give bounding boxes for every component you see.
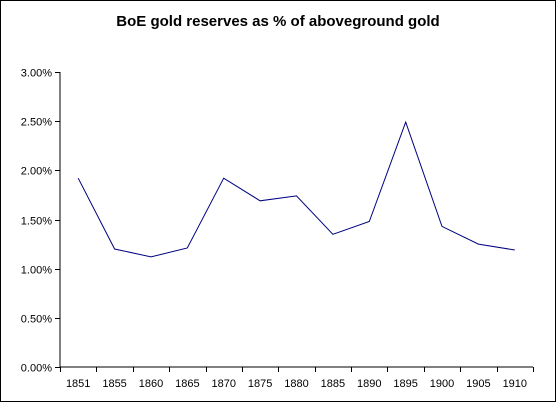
series-group <box>78 122 515 257</box>
ticks: 0.00% 0.50% 1.00% 1.50% 2.00% 2.50% 3.00% 1851 1… <box>21 68 534 391</box>
axes <box>60 72 533 367</box>
x-tick-label: 1855 <box>102 378 126 390</box>
y-tick-label: 1.50% <box>21 216 52 228</box>
y-tick-label: 0.00% <box>21 363 52 375</box>
y-tick-label: 3.00% <box>21 68 52 80</box>
x-tick-label: 1885 <box>321 378 345 390</box>
x-tick-label: 1900 <box>430 378 454 390</box>
y-tick-label: 1.00% <box>21 265 52 277</box>
x-tick-label: 1865 <box>175 378 199 390</box>
x-tick-label: 1910 <box>503 378 527 390</box>
y-tick-label: 0.50% <box>21 314 52 326</box>
x-tick-label: 1905 <box>466 378 490 390</box>
x-tick-label: 1870 <box>211 378 235 390</box>
x-tick-label: 1860 <box>139 378 163 390</box>
series-line <box>78 122 515 257</box>
x-tick-label: 1880 <box>284 378 308 390</box>
y-tick-label: 2.50% <box>21 117 52 129</box>
x-tick-label: 1895 <box>393 378 417 390</box>
y-tick-label: 2.00% <box>21 166 52 178</box>
x-tick-label: 1890 <box>357 378 381 390</box>
x-tick-label: 1851 <box>66 378 90 390</box>
x-tick-label: 1875 <box>248 378 272 390</box>
